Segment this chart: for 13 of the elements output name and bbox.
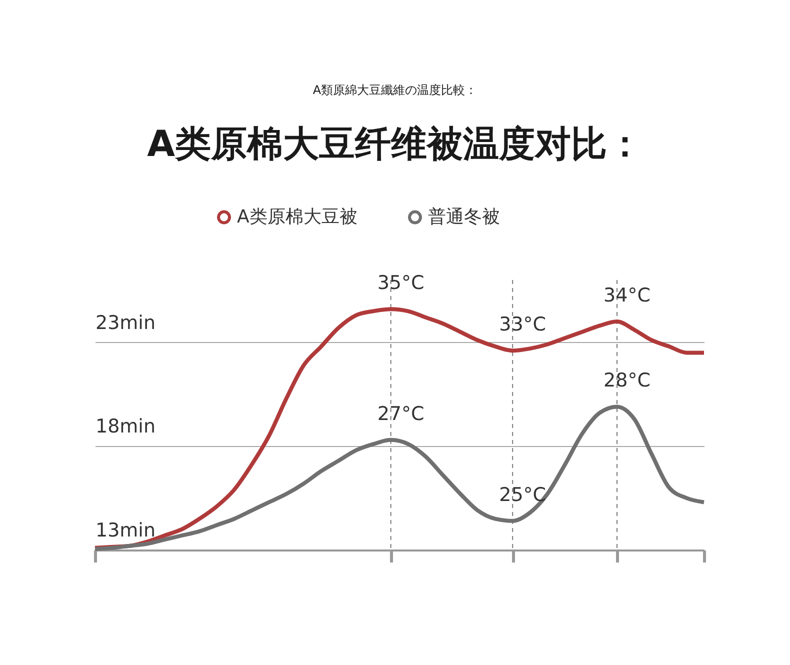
annotation: 28°C: [604, 370, 650, 392]
y-tick-label: 23min: [96, 312, 156, 334]
annotation: 34°C: [604, 284, 650, 307]
y-tick-label: 18min: [96, 416, 156, 438]
annotation: 25°C: [499, 484, 546, 506]
legend-label: A类原棉大豆被: [237, 206, 358, 228]
chart-title: A类原棉大豆纤维被温度对比：: [147, 124, 643, 165]
y-tick-label: 13min: [96, 520, 156, 542]
chart-subtitle: A類原綿大豆纖維の温度比較：: [312, 83, 478, 97]
annotation: 27°C: [377, 402, 424, 425]
annotation: 33°C: [499, 314, 546, 336]
annotation: 35°C: [377, 272, 424, 294]
legend-label: 普通冬被: [428, 206, 500, 228]
